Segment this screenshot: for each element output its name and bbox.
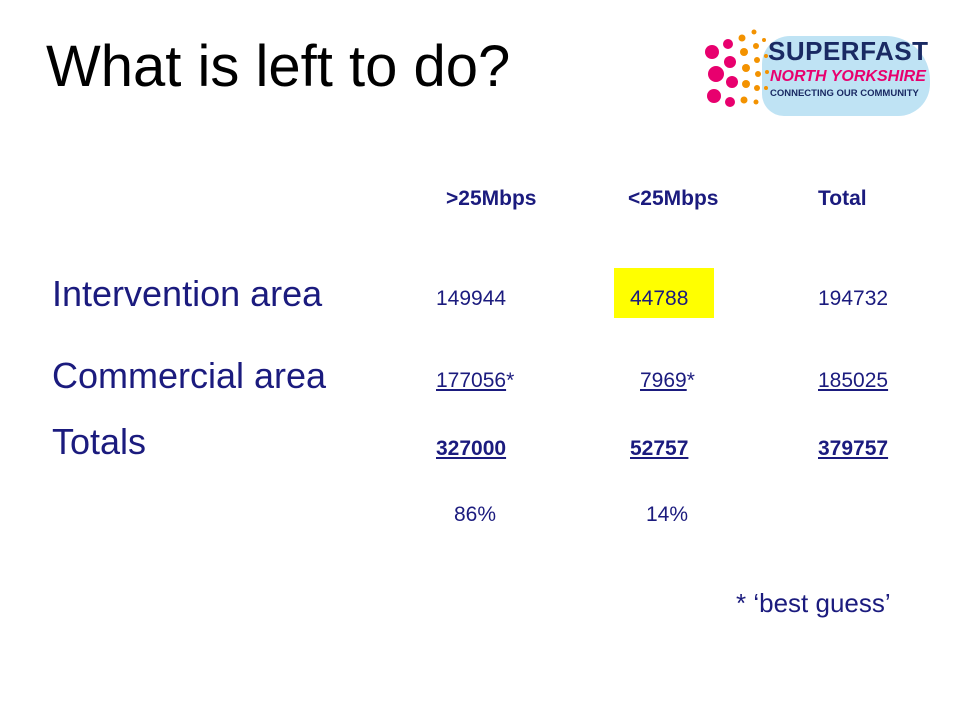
cell-commercial-over25-value[interactable]: 177056: [436, 369, 507, 392]
cell-totals-over25[interactable]: 327000: [436, 437, 507, 460]
row-label-intervention-area: Intervention area: [52, 273, 323, 314]
slide-title: What is left to do?: [46, 34, 511, 99]
cell-commercial-under25: 7969*: [640, 370, 695, 391]
cell-commercial-under25-value[interactable]: 7969: [640, 369, 687, 392]
header-under-25mbps: <25Mbps: [628, 187, 719, 210]
cell-totals-total[interactable]: 379757: [818, 437, 889, 460]
logo-superfast-text: SUPERFAST: [768, 36, 929, 66]
cell-commercial-over25-asterisk: *: [506, 369, 515, 392]
percent-under25: 14%: [646, 503, 689, 526]
header-over-25mbps: >25Mbps: [446, 187, 537, 210]
cell-commercial-total[interactable]: 185025: [818, 369, 889, 392]
superfast-north-yorkshire-logo: SUPERFAST NORTH YORKSHIRE CONNECTING OUR…: [700, 22, 930, 122]
cell-intervention-total: 194732: [818, 287, 889, 310]
cell-commercial-over25: 177056*: [436, 370, 514, 391]
logo-north-yorkshire-text: NORTH YORKSHIRE: [770, 68, 926, 85]
cell-intervention-over25: 149944: [436, 287, 507, 310]
row-label-totals: Totals: [52, 421, 147, 462]
logo-dots-icon: [705, 29, 769, 107]
logo-map-shape: [762, 36, 930, 116]
footnote-best-guess: * ‘best guess’: [736, 588, 891, 618]
header-total: Total: [818, 187, 867, 210]
highlight-box: [614, 268, 714, 318]
percent-over25: 86%: [454, 503, 497, 526]
row-label-commercial-area: Commercial area: [52, 355, 327, 396]
cell-commercial-under25-asterisk: *: [686, 369, 695, 392]
logo-tagline-text: CONNECTING OUR COMMUNITY: [770, 88, 919, 99]
cell-totals-under25[interactable]: 52757: [630, 437, 689, 460]
cell-intervention-under25: 44788: [630, 287, 689, 310]
